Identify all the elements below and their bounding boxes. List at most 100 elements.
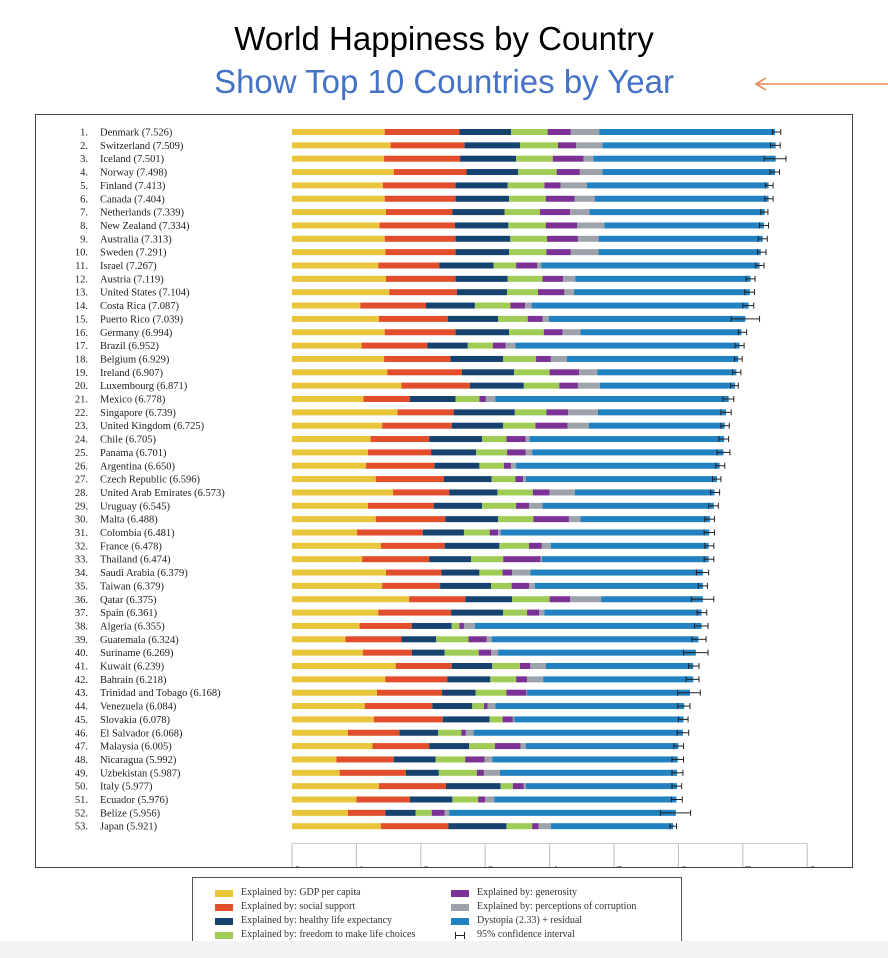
chart-subtitle: Show Top 10 Countries by Year xyxy=(214,63,674,100)
bar-segment-corruption xyxy=(520,743,526,750)
bar-segment-freedom xyxy=(492,663,520,669)
bar-segment-generosity xyxy=(533,516,569,523)
row-rank: 4. xyxy=(80,168,88,179)
bar-segment-corruption xyxy=(570,249,599,256)
row-rank: 47. xyxy=(75,742,88,753)
bar-segment-health xyxy=(466,169,519,176)
bar-segment-corruption xyxy=(525,449,533,456)
country-label: Ecuador (5.976) xyxy=(100,795,169,806)
bar-segment-generosity xyxy=(461,729,466,736)
bar-segment-gdp xyxy=(292,182,383,189)
bar-segment-gdp xyxy=(292,369,388,376)
bar-segment-gdp xyxy=(292,436,371,443)
row-rank: 34. xyxy=(75,568,88,579)
bar-segment-dystopia xyxy=(599,129,775,135)
bar-segment-health xyxy=(455,235,511,242)
bar-segment-generosity xyxy=(459,622,464,629)
row-rank: 39. xyxy=(75,635,88,646)
bar-segment-freedom xyxy=(481,436,507,443)
bar-segment-health xyxy=(455,275,508,282)
bar-segment-dystopia xyxy=(529,436,725,443)
bar-segment-freedom xyxy=(497,489,533,496)
x-tick-label: 7 xyxy=(745,864,752,867)
bar-segment-gdp xyxy=(292,729,349,736)
bar-segment-social xyxy=(397,409,454,416)
bar-segment-generosity xyxy=(478,796,486,803)
bar-segment-corruption xyxy=(525,436,530,443)
bar-segment-freedom xyxy=(506,823,533,830)
bar-segment-gdp xyxy=(292,529,358,536)
bar-segment-social xyxy=(384,355,451,362)
bar-segment-social xyxy=(339,769,406,776)
bar-segment-gdp xyxy=(292,355,385,362)
row-rank: 20. xyxy=(75,381,88,392)
row-rank: 48. xyxy=(75,755,88,766)
bar-segment-health xyxy=(432,703,473,710)
x-tick-label: 2 xyxy=(423,864,430,867)
x-tick-label: 5 xyxy=(616,864,623,867)
bar-segment-corruption xyxy=(579,169,603,176)
bar-segment-dystopia xyxy=(575,275,751,282)
bar-segment-social xyxy=(384,129,460,135)
bar-segment-corruption xyxy=(540,556,542,563)
bar-segment-freedom xyxy=(493,262,517,269)
bar-segment-corruption xyxy=(568,409,598,416)
bar-segment-generosity xyxy=(476,769,484,776)
bar-segment-generosity xyxy=(559,382,578,389)
bar-segment-social xyxy=(367,502,434,509)
legend-swatch-corruption xyxy=(451,904,469,911)
bar-segment-gdp xyxy=(292,422,383,429)
bar-segment-generosity xyxy=(545,222,578,229)
country-label: Thailand (6.474) xyxy=(100,555,171,566)
row-rank: 29. xyxy=(75,501,88,512)
bar-segment-freedom xyxy=(436,636,469,643)
bar-segment-social xyxy=(378,783,446,790)
country-label: Denmark (7.526) xyxy=(100,128,173,139)
bar-segment-dystopia xyxy=(543,676,694,683)
bar-segment-social xyxy=(379,222,455,229)
row-rank: 35. xyxy=(75,581,88,592)
bar-segment-social xyxy=(378,315,448,322)
country-label: Mexico (6.778) xyxy=(100,395,166,406)
country-label: Italy (5.977) xyxy=(100,782,153,793)
bar-segment-generosity xyxy=(532,489,550,496)
bar-segment-social xyxy=(378,609,452,616)
bar-segment-dystopia xyxy=(597,369,737,376)
row-rank: 40. xyxy=(75,648,88,659)
country-label: Malta (6.488) xyxy=(100,515,158,526)
bar-segment-social xyxy=(348,809,386,816)
bar-segment-freedom xyxy=(438,729,462,736)
bar-segment-dystopia xyxy=(541,556,709,563)
bar-segment-social xyxy=(366,462,435,469)
bar-segment-gdp xyxy=(292,649,363,656)
bar-segment-health xyxy=(429,743,470,750)
bar-segment-health xyxy=(455,249,510,256)
bar-segment-gdp xyxy=(292,516,376,523)
bar-segment-social xyxy=(393,169,467,176)
bar-segment-generosity xyxy=(512,783,524,790)
bar-segment-gdp xyxy=(292,796,357,803)
bar-segment-gdp xyxy=(292,622,360,629)
bar-segment-freedom xyxy=(481,502,517,509)
bar-segment-freedom xyxy=(474,302,511,309)
bar-segment-dystopia xyxy=(580,329,742,336)
bar-segment-health xyxy=(451,422,504,429)
bar-segment-health xyxy=(460,155,517,162)
bar-segment-generosity xyxy=(489,529,499,536)
country-label: Kuwait (6.239) xyxy=(100,662,165,673)
legend-swatch-generosity xyxy=(451,890,469,897)
bar-segment-social xyxy=(385,676,448,683)
bar-segment-freedom xyxy=(479,462,504,469)
bar-segment-gdp xyxy=(292,663,396,669)
country-label: Algeria (6.355) xyxy=(100,621,165,632)
bar-segment-freedom xyxy=(509,195,546,202)
bar-segment-generosity xyxy=(519,663,531,669)
bar-segment-health xyxy=(409,796,453,803)
bar-segment-corruption xyxy=(510,462,517,469)
bar-segment-dystopia xyxy=(598,235,763,242)
bar-segment-generosity xyxy=(510,302,526,309)
country-label: Austria (7.119) xyxy=(100,274,164,285)
row-rank: 41. xyxy=(75,662,88,673)
row-rank: 32. xyxy=(75,541,88,552)
bar-segment-social xyxy=(348,729,400,736)
